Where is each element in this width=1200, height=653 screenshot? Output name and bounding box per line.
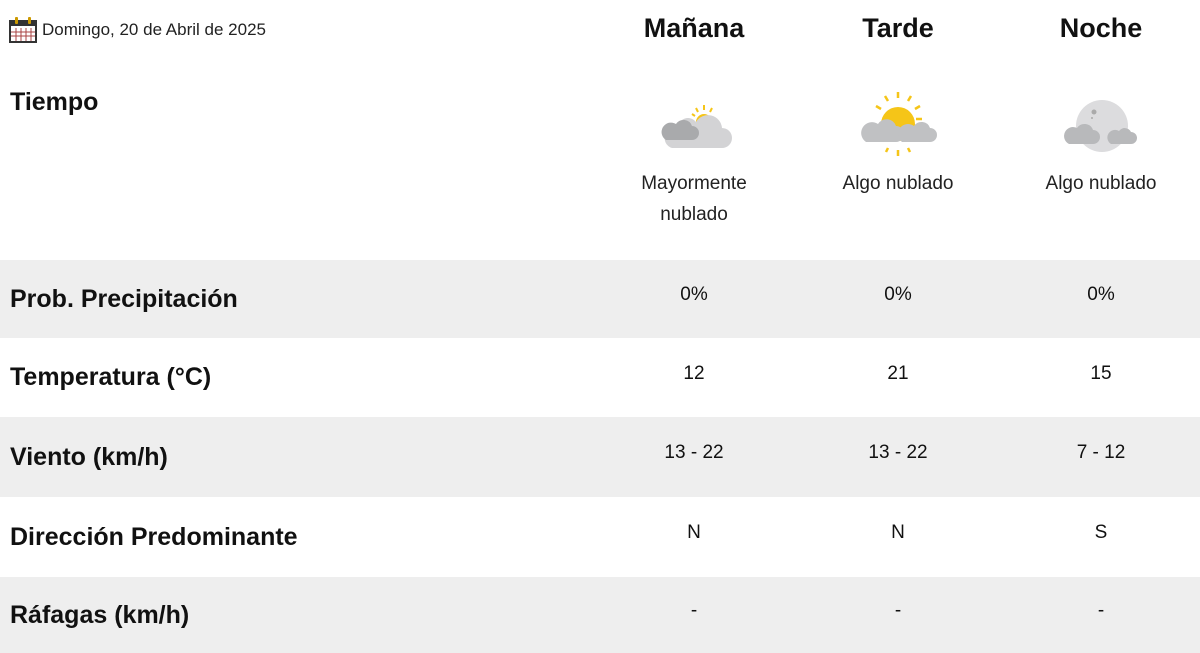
cell-value: S <box>1094 522 1108 543</box>
cell-value: 13 - 22 <box>868 442 928 463</box>
row-gusts: Ráfagas (km/h) - - - <box>0 577 1200 653</box>
cell-value: N <box>687 522 701 543</box>
partly-cloudy-moon-icon <box>1064 100 1137 152</box>
cell-value: N <box>891 522 905 543</box>
row-label: Prob. Precipitación <box>10 284 238 313</box>
weather-tarde: Algo nublado <box>798 90 998 199</box>
cell-value: 0% <box>884 284 912 305</box>
cell-value: 0% <box>1087 284 1115 305</box>
partly-cloudy-sun-icon <box>861 92 937 156</box>
mostly-cloudy-icon <box>661 105 732 148</box>
cell-value: 12 <box>683 362 705 384</box>
period-header-noche: Noche <box>1059 13 1143 43</box>
row-wind: Viento (km/h) 13 - 22 13 - 22 7 - 12 <box>0 417 1200 497</box>
calendar-icon <box>9 17 37 43</box>
row-precipitation: Prob. Precipitación 0% 0% 0% <box>0 260 1200 338</box>
cell-value: - <box>690 600 698 621</box>
weather-desc-line1: Mayormente <box>641 173 747 194</box>
cell-value: 15 <box>1090 362 1112 384</box>
row-label: Dirección Predominante <box>10 522 298 551</box>
weather-desc: Algo nublado <box>1045 173 1157 194</box>
period-header-manana: Mañana <box>643 13 745 43</box>
row-label: Temperatura (°C) <box>10 363 212 391</box>
row-direction: Dirección Predominante N N S <box>0 497 1200 577</box>
date-text: Domingo, 20 de Abril de 2025 <box>42 20 266 39</box>
row-label: Viento (km/h) <box>10 442 168 471</box>
cell-value: - <box>894 600 902 621</box>
weather-desc: Algo nublado <box>842 173 954 194</box>
weather-noche: Algo nublado <box>1001 90 1200 199</box>
cell-value: - <box>1097 600 1105 621</box>
date-header: Domingo, 20 de Abril de 2025 <box>8 16 266 44</box>
weather-desc-line2: nublado <box>660 204 728 225</box>
weather-label: Tiempo <box>10 88 99 116</box>
cell-value: 13 - 22 <box>664 442 724 463</box>
weather-manana: Mayormente nublado <box>594 90 794 230</box>
cell-value: 0% <box>680 284 708 305</box>
cell-value: 21 <box>887 362 909 384</box>
row-temperature: Temperatura (°C) 12 21 15 <box>0 338 1200 417</box>
row-label: Ráfagas (km/h) <box>10 600 190 629</box>
period-header-tarde: Tarde <box>862 13 934 43</box>
cell-value: 7 - 12 <box>1076 442 1126 463</box>
